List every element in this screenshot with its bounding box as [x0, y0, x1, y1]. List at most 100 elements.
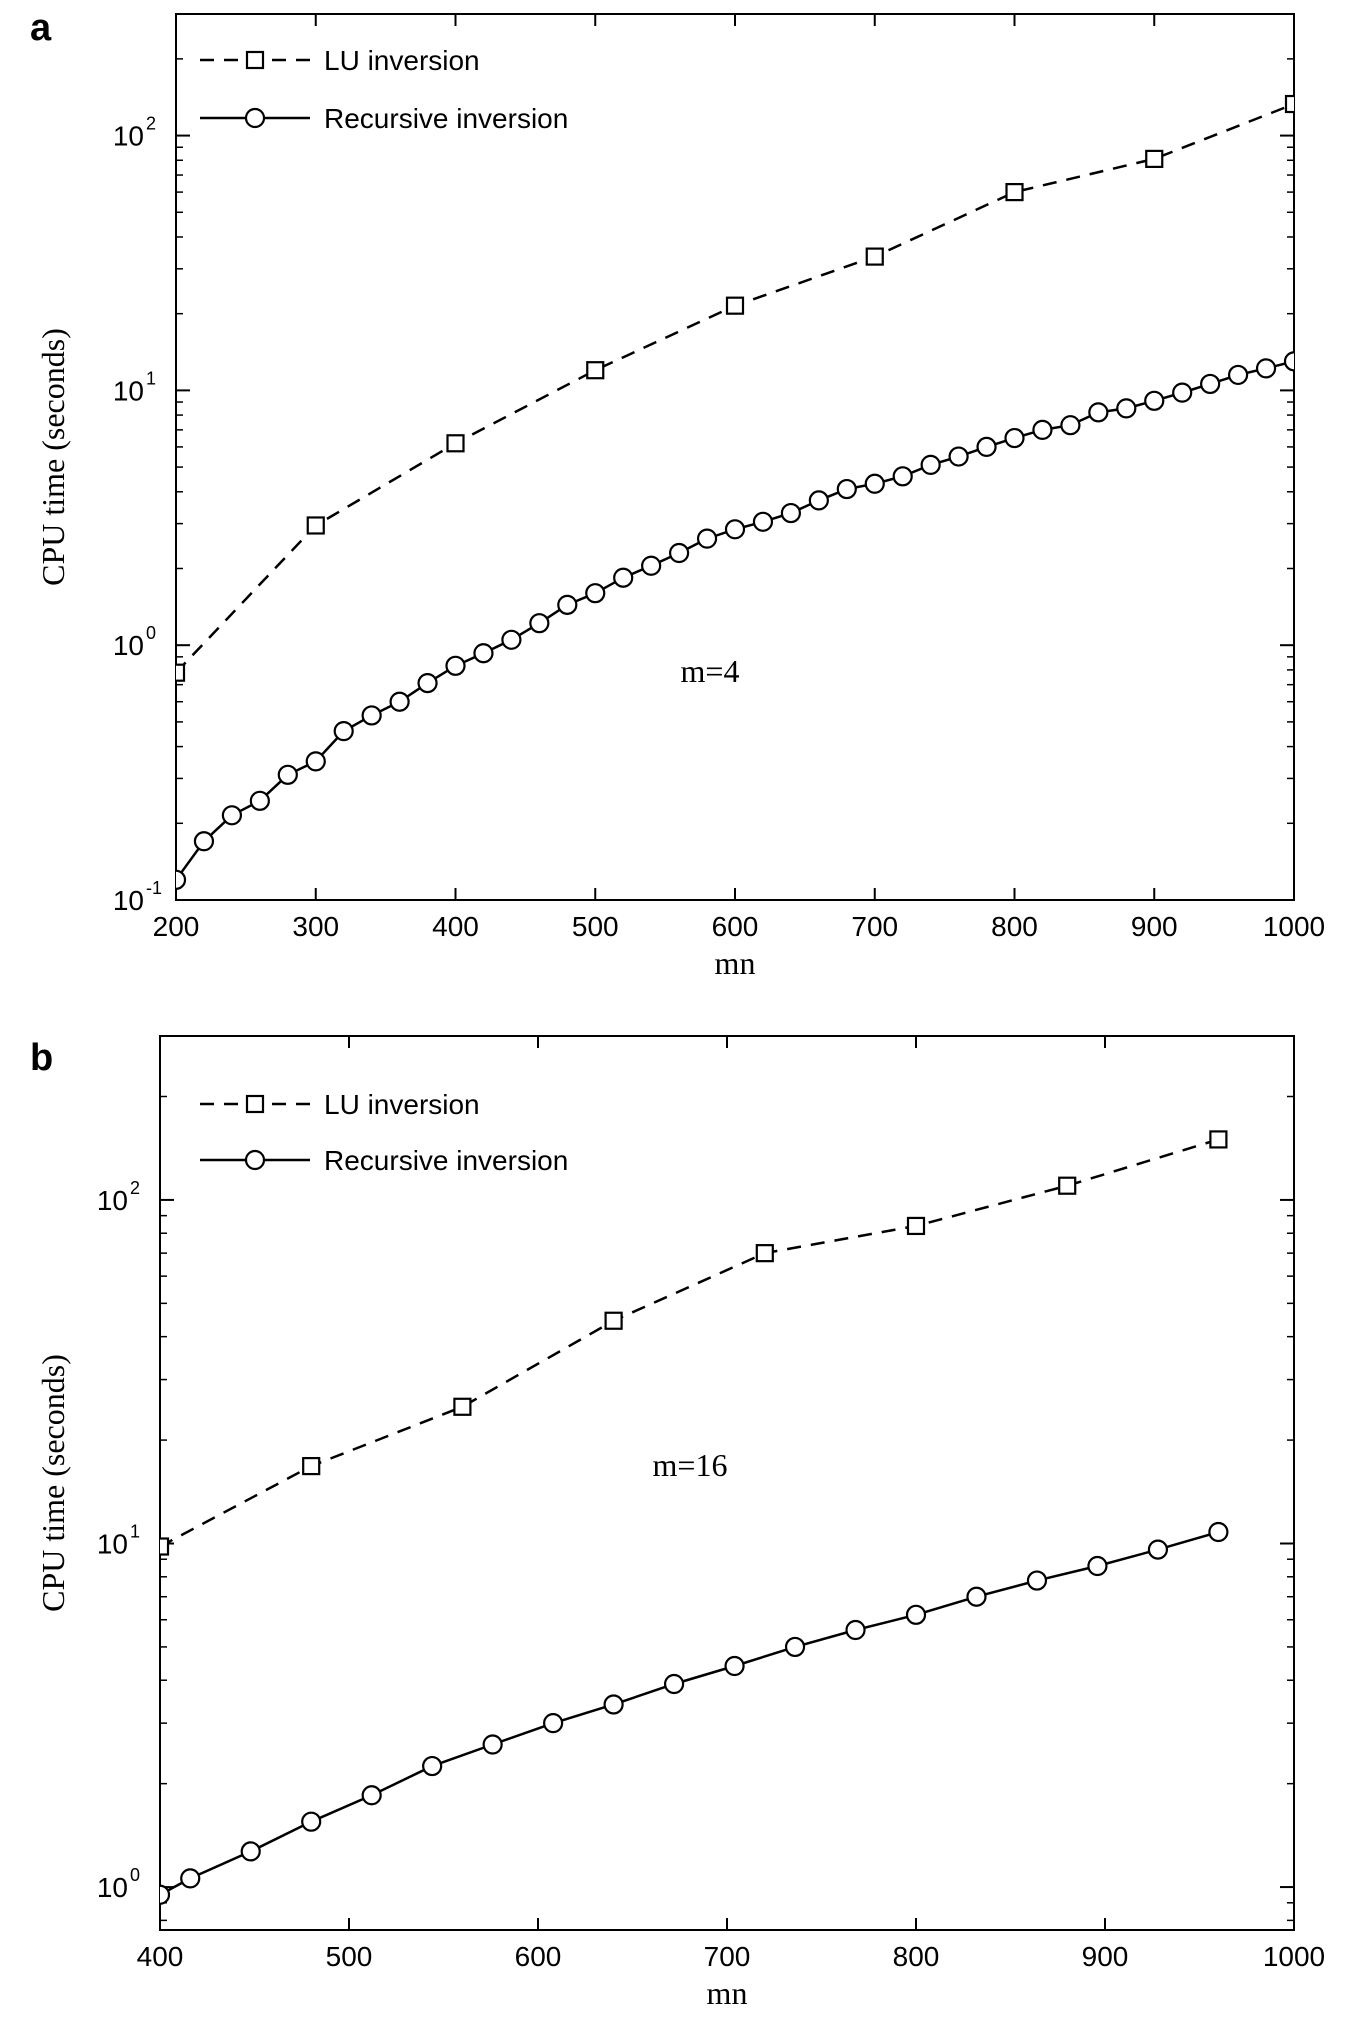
x-tick-label: 600 — [515, 1941, 562, 1972]
data-point-circle — [836, 478, 857, 500]
data-point-circle — [501, 629, 522, 650]
x-tick-label: 1000 — [1263, 911, 1325, 942]
data-point-circle — [221, 805, 242, 826]
y-tick-exponent: 2 — [146, 114, 156, 134]
plot-frame — [175, 13, 1295, 901]
data-point-circle — [240, 1841, 261, 1862]
data-point-square — [865, 247, 884, 266]
data-point-circle — [948, 446, 969, 467]
x-axis-label: mn — [707, 1975, 748, 2011]
data-point-circle — [1004, 427, 1025, 449]
legend-circle-icon — [244, 107, 266, 129]
legend-label: LU inversion — [324, 1089, 480, 1120]
data-point-circle — [966, 1586, 987, 1607]
data-point-square — [1058, 1176, 1077, 1195]
legend-label: Recursive inversion — [324, 1145, 568, 1176]
x-tick-label: 600 — [712, 911, 759, 942]
data-point-circle — [417, 672, 438, 694]
data-point-square — [453, 1397, 472, 1416]
data-point-circle — [603, 1694, 624, 1715]
data-point-circle — [724, 519, 746, 540]
y-tick-label: 10 — [113, 121, 144, 152]
legend-circle-icon — [244, 1149, 266, 1171]
data-point-square — [1209, 1130, 1228, 1149]
data-point-circle — [920, 454, 941, 475]
data-point-square — [725, 296, 745, 315]
data-point-circle — [696, 528, 718, 549]
data-point-square — [1005, 183, 1024, 202]
y-tick-exponent: 2 — [130, 1178, 140, 1198]
y-axis-label: CPU time (seconds) — [35, 1354, 71, 1612]
data-point-circle — [1088, 402, 1109, 423]
data-point-circle — [1172, 382, 1193, 403]
y-tick-label: 10 — [97, 1185, 128, 1216]
data-point-circle — [808, 490, 829, 511]
annotation: m=4 — [681, 653, 740, 689]
annotation: m=16 — [653, 1447, 728, 1483]
data-point-circle — [668, 542, 690, 564]
data-point-circle — [160, 1884, 171, 1905]
data-point-circle — [1144, 390, 1165, 411]
data-point-square — [160, 1537, 170, 1556]
y-tick-exponent: 0 — [146, 623, 156, 643]
x-tick-label: 500 — [326, 1941, 373, 1972]
data-point-circle — [176, 869, 187, 890]
legend: LU inversion Recursive inversion — [200, 1089, 568, 1176]
x-tick-label: 1000 — [1263, 1941, 1325, 1972]
data-point-circle — [301, 1811, 322, 1832]
data-point-circle — [557, 594, 578, 615]
data-point-circle — [724, 1655, 745, 1677]
data-point-circle — [784, 1636, 806, 1658]
data-point-square — [446, 434, 465, 453]
data-point-square — [1145, 149, 1164, 168]
data-point-circle — [641, 555, 662, 576]
data-point-circle — [333, 721, 354, 742]
data-point-circle — [249, 790, 270, 811]
y-tick-label: 10 — [113, 375, 144, 406]
data-point-circle — [585, 583, 606, 604]
legend-square-icon — [245, 1094, 265, 1114]
x-tick-label: 300 — [292, 911, 339, 942]
series-recursive — [160, 1521, 1229, 1905]
y-tick-label: 10 — [97, 1529, 128, 1560]
panel-letter: b — [30, 1037, 53, 1079]
panel-letter: a — [30, 7, 52, 49]
x-tick-label: 900 — [1131, 911, 1178, 942]
legend-label: Recursive inversion — [324, 103, 568, 134]
data-point-circle — [663, 1673, 685, 1695]
data-point-circle — [864, 473, 885, 494]
data-point-circle — [482, 1734, 503, 1755]
data-point-circle — [193, 831, 215, 852]
legend-label: LU inversion — [324, 45, 480, 76]
data-point-circle — [361, 1785, 382, 1806]
series-line — [160, 1530, 1219, 1896]
data-point-circle — [1208, 1521, 1229, 1543]
series-line — [176, 102, 1294, 674]
data-point-circle — [1200, 373, 1221, 395]
data-point-square — [604, 1311, 623, 1330]
data-point-square — [906, 1216, 926, 1236]
y-tick-exponent: 1 — [130, 1522, 140, 1542]
series-line — [160, 1138, 1219, 1548]
y-axis-label: CPU time (seconds) — [35, 328, 71, 586]
data-point-square — [1284, 94, 1294, 114]
x-axis-label: mn — [715, 945, 756, 981]
data-point-circle — [905, 1604, 927, 1625]
data-point-circle — [976, 436, 997, 458]
data-point-circle — [1283, 351, 1294, 372]
data-point-square — [586, 361, 605, 380]
data-point-circle — [1026, 1570, 1048, 1591]
legend-square-icon — [245, 50, 265, 70]
data-point-circle — [543, 1713, 564, 1734]
data-point-circle — [422, 1755, 443, 1777]
data-point-circle — [613, 567, 634, 588]
data-point-circle — [1116, 398, 1137, 419]
x-tick-label: 700 — [851, 911, 898, 942]
y-tick-label: 10 — [113, 630, 144, 661]
data-point-circle — [752, 511, 774, 532]
data-point-circle — [305, 751, 326, 772]
x-tick-label: 700 — [704, 1941, 751, 1972]
